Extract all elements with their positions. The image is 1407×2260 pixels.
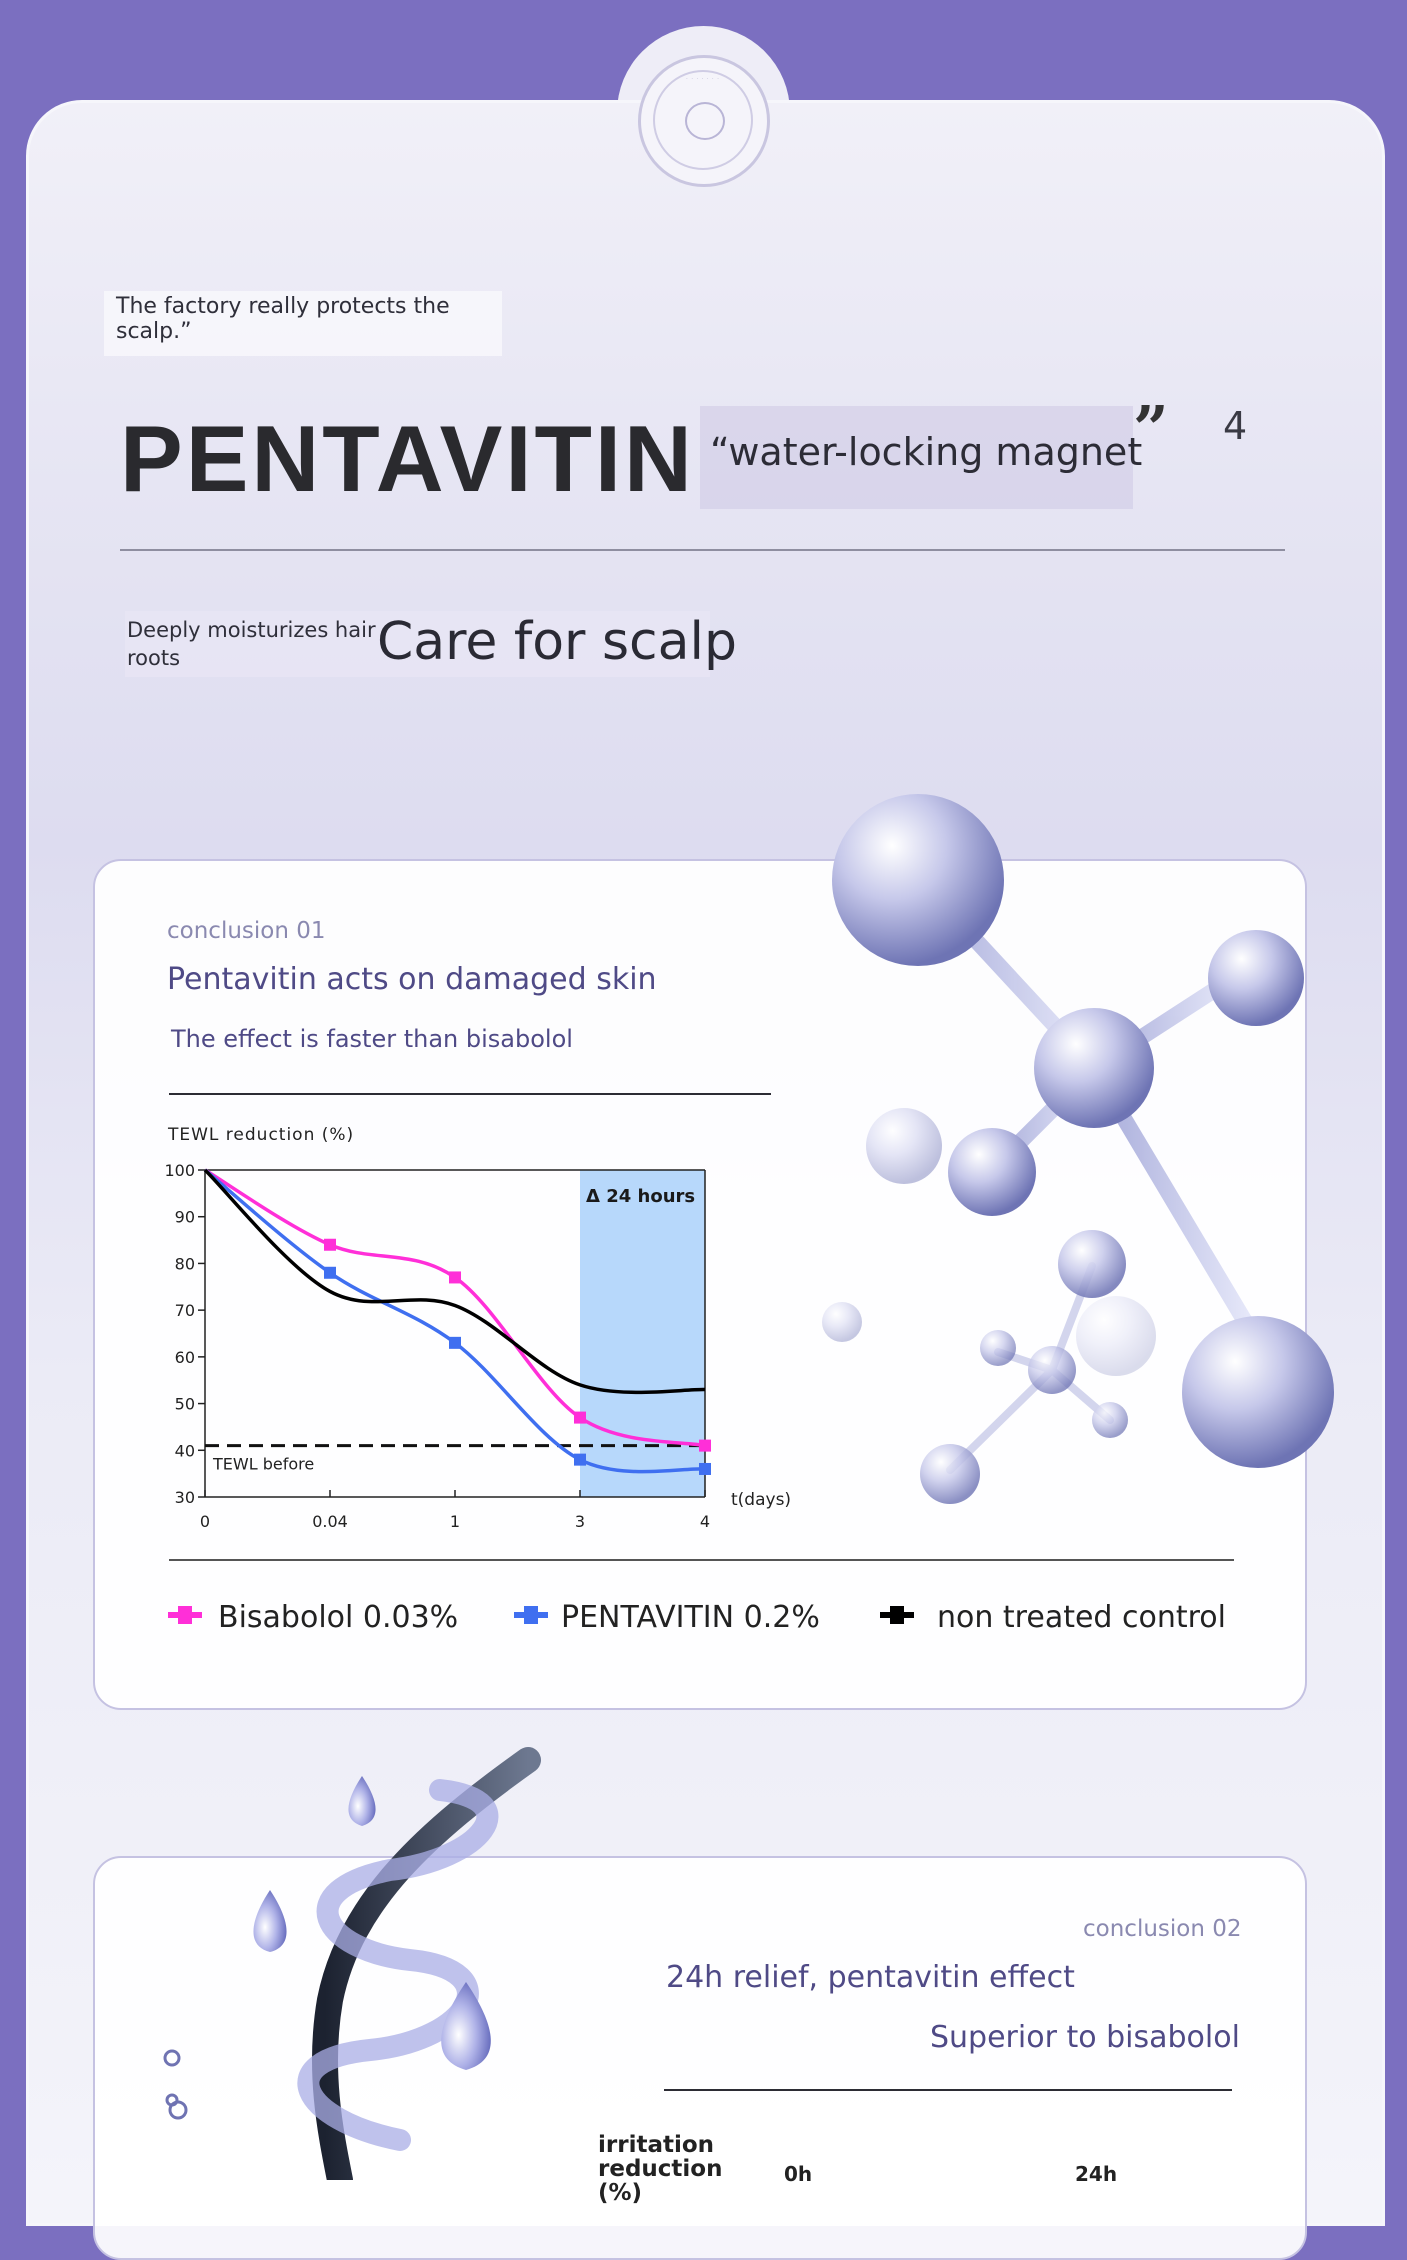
conclusion-1-label: conclusion 01 bbox=[167, 918, 326, 944]
y-tick-label: 50 bbox=[175, 1395, 195, 1414]
atom-center bbox=[1034, 1008, 1154, 1128]
series-point-1 bbox=[574, 1453, 586, 1466]
series-point-1 bbox=[324, 1266, 336, 1279]
y-tick-label: 80 bbox=[175, 1254, 195, 1273]
legend-pentavitin: PENTAVITIN 0.2% bbox=[561, 1600, 820, 1635]
tagline-text: “water-locking magnet bbox=[710, 430, 1143, 474]
y-tick-label: 100 bbox=[164, 1161, 195, 1180]
water-drop-icon bbox=[441, 1982, 491, 2070]
conclusion-1-title: Pentavitin acts on damaged skin bbox=[167, 962, 657, 997]
series-point-1 bbox=[699, 1462, 711, 1475]
reference-label: TEWL before bbox=[212, 1455, 314, 1474]
y-tick-label: 40 bbox=[175, 1441, 195, 1460]
conclusion-1-divider bbox=[169, 1093, 771, 1095]
y-tick-label: 30 bbox=[175, 1488, 195, 1507]
close-quote-mark: ” bbox=[1133, 392, 1169, 465]
series-point-0 bbox=[574, 1411, 586, 1424]
conclusion-2-subtitle: Superior to bisabolol bbox=[930, 2020, 1240, 2055]
brand-title: PENTAVITIN bbox=[120, 406, 695, 511]
molecule-illustration bbox=[822, 794, 1334, 1504]
subtitle-small: Deeply moisturizes hair roots bbox=[127, 618, 376, 670]
quote-background bbox=[104, 291, 502, 356]
y-tick-label: 90 bbox=[175, 1208, 195, 1227]
page-number: 4 bbox=[1223, 404, 1248, 448]
chart2-tick-a: 0h bbox=[784, 2162, 813, 2186]
conclusion-2-title: 24h relief, pentavitin effect bbox=[666, 1960, 1075, 1995]
legend-divider bbox=[169, 1559, 1234, 1561]
chart2-ylabel: irritation reduction (%) bbox=[598, 2132, 723, 2206]
water-drop-icon bbox=[253, 1890, 287, 1952]
x-axis-label: t(days) bbox=[731, 1490, 791, 1510]
conclusion-2-label: conclusion 02 bbox=[1083, 1916, 1242, 1942]
series-point-0 bbox=[449, 1271, 461, 1284]
y-axis-label: TEWL reduction (%) bbox=[167, 1125, 354, 1145]
chart2-tick-b: 24h bbox=[1075, 2162, 1118, 2186]
logo-badge-icon: · · · · · · · bbox=[638, 55, 770, 187]
highlight-label: Δ 24 hours bbox=[586, 1186, 695, 1207]
legend-control: non treated control bbox=[937, 1600, 1226, 1635]
x-tick-label: 3 bbox=[575, 1512, 585, 1531]
x-tick-label: 1 bbox=[450, 1512, 460, 1531]
x-tick-label: 4 bbox=[700, 1512, 710, 1531]
tagline-background bbox=[700, 406, 1133, 509]
water-drop-icon bbox=[348, 1776, 376, 1826]
series-point-0 bbox=[699, 1439, 711, 1452]
series-point-0 bbox=[324, 1238, 336, 1251]
y-tick-label: 70 bbox=[175, 1301, 195, 1320]
x-tick-label: 0.04 bbox=[312, 1512, 348, 1531]
x-tick-label: 0 bbox=[200, 1512, 210, 1531]
series-line-2 bbox=[203, 1168, 706, 1395]
header-divider bbox=[120, 549, 1285, 551]
subtitle-background bbox=[125, 611, 710, 677]
y-tick-label: 60 bbox=[175, 1348, 195, 1367]
highlight-band bbox=[580, 1170, 705, 1497]
series-point-1 bbox=[449, 1336, 461, 1349]
quote-text: The factory really protects the scalp.” bbox=[116, 294, 450, 344]
atom-top bbox=[832, 794, 1004, 966]
subtitle-large: Care for scalp bbox=[377, 612, 737, 672]
hair-helix-illustration bbox=[163, 1747, 541, 2180]
conclusion-1-subtitle: The effect is faster than bisabolol bbox=[171, 1025, 573, 1053]
legend-bisabolol: Bisabolol 0.03% bbox=[218, 1600, 459, 1635]
conclusion-2-divider bbox=[664, 2089, 1232, 2091]
